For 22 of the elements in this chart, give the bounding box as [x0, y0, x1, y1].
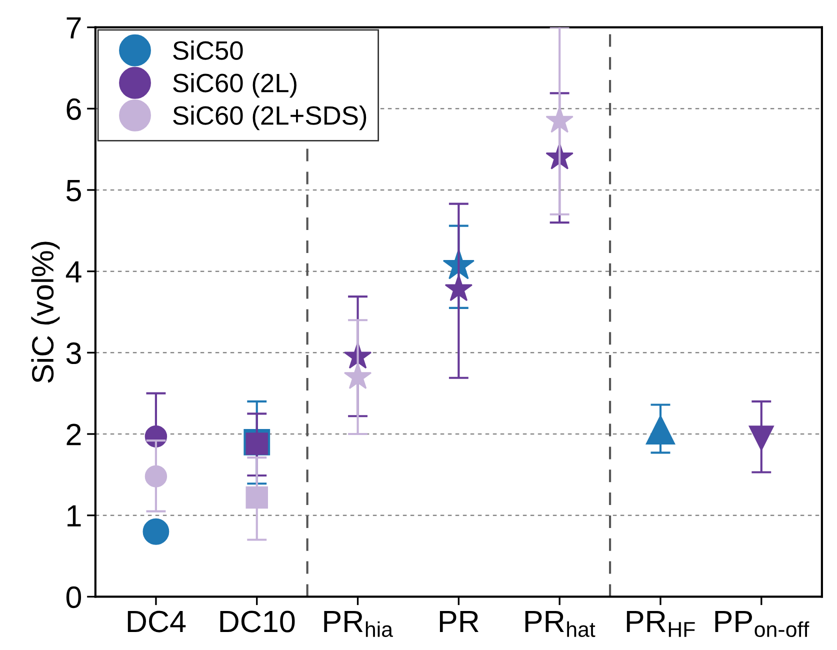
y-tick-label: 7 [66, 17, 81, 38]
point [142, 518, 170, 545]
x-tick-label: PR$_{HF}$ [626, 610, 695, 637]
y-tick-label: 5 [66, 180, 81, 202]
x-tick-label: PR$_{hat}$ [525, 610, 596, 638]
x-tick-label: PP$_{on-off}$ [715, 610, 810, 638]
y-tick-label: 0 [66, 586, 82, 608]
legend-label: SiC60 (2L) [173, 73, 296, 98]
y-tick-label: 1 [68, 505, 81, 526]
y-tick-label: 6 [66, 98, 81, 120]
y-tick-label: 2 [66, 424, 81, 446]
y-axis-title: SiC (vol%) [31, 242, 60, 383]
legend-label: SiC60 (2L+SDS) [173, 106, 366, 130]
legend-label: SiC50 [173, 40, 243, 60]
y-tick-label: 3 [66, 342, 81, 364]
x-tick-label: PR$_{hia}$ [324, 610, 393, 638]
x-tick-label: DC4 [128, 610, 186, 632]
x-tick-label: PR [440, 611, 478, 632]
point [646, 415, 676, 445]
y-tick-label: 4 [66, 261, 82, 282]
x-tick-label: DC10 [220, 610, 295, 632]
point [748, 426, 774, 451]
